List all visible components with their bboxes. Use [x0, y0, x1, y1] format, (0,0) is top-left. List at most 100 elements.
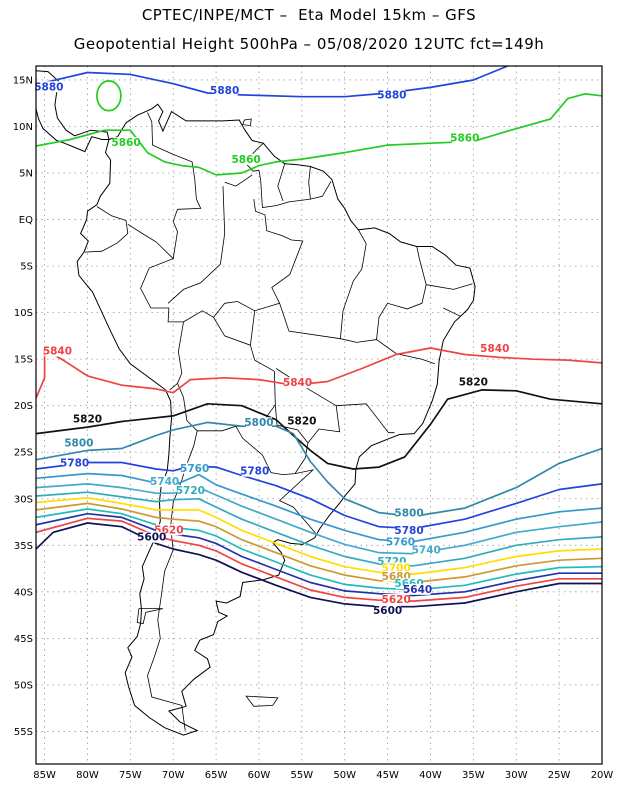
country-border — [213, 301, 255, 318]
contour-5620 — [36, 517, 602, 602]
country-border — [258, 170, 332, 208]
contour-label-bg — [378, 89, 405, 101]
lon-tick-label: 45W — [376, 770, 399, 781]
contour-label-bg — [211, 84, 238, 96]
contour-label-5740: 5740 — [412, 545, 441, 557]
country-border — [340, 229, 367, 339]
lat-tick-label: 5N — [19, 169, 33, 180]
country-border — [250, 302, 435, 365]
closed-contour-5880 — [96, 80, 122, 112]
lat-tick-label: 20S — [14, 401, 33, 412]
country-border — [147, 112, 202, 259]
country-border — [253, 199, 304, 304]
contour-label-5860: 5860 — [111, 137, 140, 149]
island-outline — [136, 608, 163, 624]
contour-label-bg — [404, 583, 431, 595]
contour-label-bg — [284, 377, 311, 389]
contour-5780 — [36, 461, 602, 530]
contour-label-bg — [396, 507, 423, 519]
map-title-line2: Geopotential Height 500hPa – 05/08/2020 … — [73, 35, 545, 53]
contour-5640 — [36, 512, 602, 597]
contour-labels: 5880 5880 5880 5860 5860 5860 5840 5840 5840 5820… — [34, 81, 509, 617]
map-title-line1: CPTEC/INPE/MCT – Eta Model 15km – GFS — [141, 6, 477, 24]
island-outline — [245, 695, 279, 707]
contour-label-5840: 5840 — [43, 346, 72, 358]
longitude-labels: 85W 80W 75W 70W 65W 60W 55W 50W 45W 40W 35W 30W 25W 2… — [33, 770, 613, 781]
country-border — [278, 469, 316, 534]
lat-tick-label: EQ — [19, 215, 33, 226]
contour-label-5780: 5780 — [60, 457, 89, 469]
country-border — [224, 174, 253, 187]
contour-label-bg — [481, 342, 508, 354]
lat-tick-label: 40S — [14, 587, 33, 598]
contour-label-5720: 5720 — [176, 485, 205, 497]
lon-tick-label: 75W — [119, 770, 142, 781]
contour-label-bg — [460, 376, 487, 388]
contour-label-5800: 5800 — [244, 417, 273, 429]
contour-label-5820: 5820 — [73, 414, 102, 426]
country-border — [167, 186, 226, 304]
contour-label-5880: 5880 — [377, 90, 406, 102]
contour-label-5740: 5740 — [150, 476, 179, 488]
contour-label-bg — [113, 137, 140, 149]
contour-label-5620: 5620 — [382, 594, 411, 606]
lat-tick-label: 35S — [14, 541, 33, 552]
contour-label-bg — [44, 345, 71, 357]
country-border — [376, 246, 427, 340]
lon-tick-label: 50W — [333, 770, 356, 781]
contour-label-5780: 5780 — [394, 525, 423, 537]
lon-tick-label: 70W — [162, 770, 185, 781]
contour-label-5800: 5800 — [394, 508, 423, 520]
lon-tick-label: 60W — [248, 770, 271, 781]
contour-label-5840: 5840 — [480, 343, 509, 355]
lat-tick-label: 10N — [13, 122, 33, 133]
contour-5740 — [36, 483, 602, 555]
contour-label-bg — [374, 605, 401, 617]
contour-label-bg — [383, 594, 410, 606]
contour-5840 — [36, 347, 602, 399]
lon-tick-label: 30W — [505, 770, 528, 781]
contour-label-5880: 5880 — [34, 81, 63, 93]
lon-tick-label: 85W — [33, 770, 56, 781]
country-border — [308, 166, 311, 200]
contour-5760 — [36, 472, 602, 543]
latitude-labels: 15N 10N 5N EQ 5S 10S 15S 20S 25S 30S 35S 40S 45S 50S 5… — [13, 75, 33, 737]
contour-label-bg — [74, 413, 101, 425]
lon-tick-label: 25W — [548, 770, 571, 781]
lon-tick-label: 20W — [591, 770, 614, 781]
central-america-coast — [36, 70, 110, 153]
lat-tick-label: 15S — [14, 355, 33, 366]
contour-label-bg — [241, 465, 268, 477]
lon-tick-label: 40W — [419, 770, 442, 781]
lat-tick-label: 15N — [13, 75, 33, 86]
contour-label-5820: 5820 — [287, 415, 316, 427]
lat-tick-label: 50S — [14, 680, 33, 691]
contour-label-bg — [451, 132, 478, 144]
contour-label-5800: 5800 — [64, 438, 93, 450]
contour-label-bg — [138, 531, 165, 543]
coastline — [36, 70, 476, 736]
lat-lon-grid — [36, 66, 603, 764]
contour-label-bg — [233, 153, 260, 165]
contour-label-5760: 5760 — [386, 536, 415, 548]
contour-label-bg — [396, 525, 423, 537]
contour-label-5860: 5860 — [231, 154, 260, 166]
contour-5860 — [36, 93, 602, 176]
contour-label-bg — [387, 536, 414, 548]
contour-5680 — [36, 502, 602, 584]
lat-tick-label: 5S — [20, 262, 33, 273]
contour-5700 — [36, 496, 602, 575]
contour-label-5860: 5860 — [450, 132, 479, 144]
contour-5800 — [36, 421, 602, 518]
contour-label-bg — [383, 570, 410, 582]
lat-tick-label: 55S — [14, 727, 33, 738]
contour-label-bg — [288, 415, 315, 427]
country-border — [336, 403, 395, 434]
contour-label-bg — [151, 475, 178, 487]
country-border — [277, 163, 286, 202]
country-border — [443, 307, 461, 317]
contour-label-5840: 5840 — [283, 377, 312, 389]
contour-5660 — [36, 508, 602, 591]
contour-label-bg — [396, 578, 423, 590]
lat-tick-label: 30S — [14, 494, 33, 505]
